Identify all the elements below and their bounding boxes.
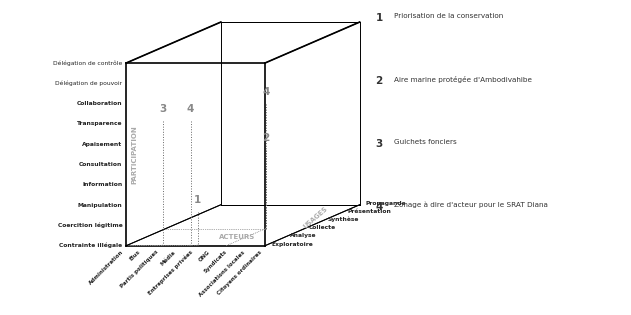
Text: 1: 1 (194, 195, 201, 205)
Text: Présentation: Présentation (347, 209, 391, 214)
Text: ONG: ONG (198, 249, 211, 263)
Text: Collecte: Collecte (309, 225, 336, 230)
Text: USAGES: USAGES (302, 205, 329, 229)
Text: 3: 3 (159, 104, 167, 114)
Text: Associations locales: Associations locales (198, 249, 246, 297)
Text: Guichets fonciers: Guichets fonciers (394, 139, 457, 145)
Text: Élus: Élus (129, 249, 142, 262)
Text: Information: Information (82, 182, 122, 187)
Text: Analyse: Analyse (290, 233, 317, 238)
Text: Manipulation: Manipulation (78, 203, 122, 208)
Text: Aire marine protégée d'Ambodivahibe: Aire marine protégée d'Ambodivahibe (394, 76, 533, 83)
Text: Collaboration: Collaboration (77, 101, 122, 106)
Text: 3: 3 (375, 139, 382, 149)
Text: 1: 1 (375, 13, 382, 23)
Text: Administration: Administration (88, 249, 124, 286)
Text: Contrainte illégale: Contrainte illégale (59, 243, 122, 249)
Text: Entreprises privées: Entreprises privées (147, 249, 194, 296)
Text: Délégation de pouvoir: Délégation de pouvoir (56, 81, 122, 86)
Text: 2: 2 (375, 76, 382, 86)
Text: Coercition légitime: Coercition légitime (57, 223, 122, 228)
Text: Citoyens ordinaires: Citoyens ordinaires (216, 249, 263, 296)
Text: ACTEURS: ACTEURS (218, 233, 255, 240)
Text: Exploratoire: Exploratoire (271, 242, 313, 247)
Text: 4: 4 (187, 104, 194, 114)
Text: Consultation: Consultation (79, 162, 122, 167)
Text: Partis politiques: Partis politiques (119, 249, 159, 289)
Text: Transparence: Transparence (77, 121, 122, 126)
Text: Délégation de contrôle: Délégation de contrôle (53, 60, 122, 66)
Text: PARTICIPATION: PARTICIPATION (131, 125, 138, 184)
Text: Apaisement: Apaisement (82, 142, 122, 147)
Text: 2: 2 (262, 133, 269, 143)
Text: Synthèse: Synthèse (328, 217, 360, 222)
Text: Zonage à dire d'acteur pour le SRAT Diana: Zonage à dire d'acteur pour le SRAT Dian… (394, 202, 548, 208)
Text: 4: 4 (262, 87, 269, 97)
Text: Média: Média (160, 249, 177, 266)
Text: 4: 4 (375, 202, 383, 212)
Text: Priorisation de la conservation: Priorisation de la conservation (394, 13, 504, 19)
Text: Syndicats: Syndicats (203, 249, 228, 274)
Text: Propagande: Propagande (366, 201, 406, 206)
